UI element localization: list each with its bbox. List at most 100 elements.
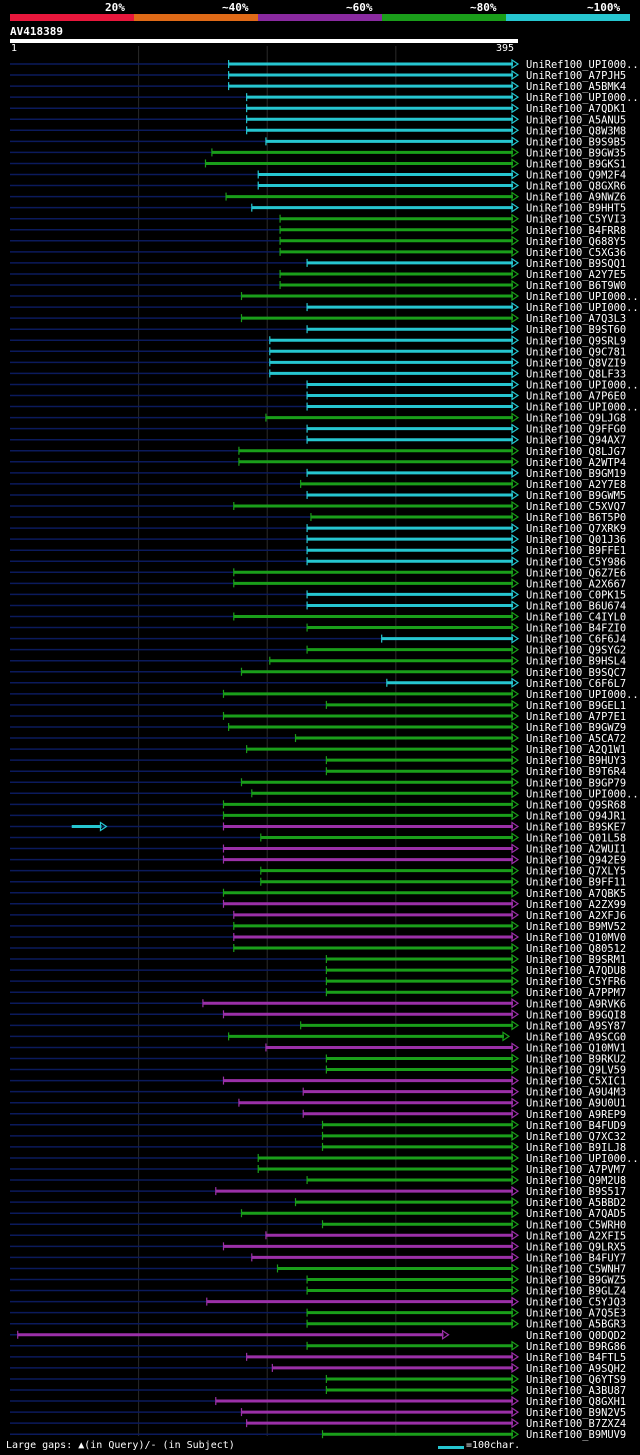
hit-row[interactable]: UniRef100_A9U4M3 — [10, 1086, 626, 1099]
hit-row[interactable]: UniRef100_C5YFR6 — [10, 976, 626, 988]
hit-row[interactable]: UniRef100_C5YJQ3 — [10, 1296, 626, 1309]
hit-row[interactable]: UniRef100_B9HSL4 — [10, 655, 626, 668]
hit-row[interactable]: UniRef100_B9RKU2 — [10, 1053, 626, 1066]
hit-row[interactable]: UniRef100_C5XVQ7 — [10, 500, 626, 513]
hit-row[interactable]: UniRef100_A2ZX99 — [10, 898, 626, 911]
hit-row[interactable]: UniRef100_A5BMK4 — [10, 80, 626, 93]
hit-row[interactable]: UniRef100_C5WRH0 — [10, 1219, 626, 1231]
hit-row[interactable]: UniRef100_UPI000.. — [10, 379, 639, 391]
hit-row[interactable]: UniRef100_B4FZI0 — [10, 622, 626, 635]
hit-row[interactable]: UniRef100_B6T5P0 — [10, 511, 626, 524]
hit-row[interactable]: UniRef100_A7P6E0 — [10, 390, 626, 403]
hit-row[interactable]: UniRef100_A7PJH5 — [10, 69, 626, 82]
hit-row[interactable]: UniRef100_Q8LF33 — [10, 368, 626, 380]
hit-row[interactable]: UniRef100_Q9M2U8 — [10, 1174, 626, 1187]
hit-row[interactable]: UniRef100_A7PVM7 — [10, 1163, 626, 1176]
hit-row[interactable]: UniRef100_Q0DQD2 — [10, 1329, 626, 1342]
hit-row[interactable]: UniRef100_Q94AX7 — [10, 434, 626, 447]
hit-row[interactable]: UniRef100_B4FUY7 — [10, 1252, 626, 1264]
hit-row[interactable]: UniRef100_B9S517 — [10, 1185, 626, 1198]
hit-row[interactable]: UniRef100_B9MV52 — [10, 920, 626, 933]
hit-row[interactable]: UniRef100_A9U0U1 — [10, 1097, 626, 1110]
hit-row[interactable]: UniRef100_B9FFE1 — [10, 545, 626, 557]
hit-row[interactable]: UniRef100_A2WTP4 — [10, 456, 626, 469]
hit-row[interactable]: UniRef100_B9HUY3 — [10, 755, 626, 767]
hit-row[interactable]: UniRef100_B9S9B5 — [10, 136, 626, 148]
hit-row[interactable]: UniRef100_A7PPM7 — [10, 987, 626, 999]
hit-row[interactable]: UniRef100_C4IYL0 — [10, 611, 626, 624]
hit-row[interactable]: UniRef100_A9NWZ6 — [10, 191, 626, 204]
hit-row[interactable]: UniRef100_A9SCG0 — [10, 1031, 626, 1043]
hit-row[interactable]: UniRef100_B9GP79 — [10, 777, 626, 789]
hit-row[interactable]: UniRef100_B9GW35 — [10, 147, 626, 159]
hit-row[interactable]: UniRef100_C5WNH7 — [10, 1263, 626, 1275]
hit-row[interactable]: UniRef100_B9N2V5 — [10, 1406, 626, 1419]
hit-row[interactable]: UniRef100_Q9C781 — [10, 346, 626, 358]
hit-row[interactable]: UniRef100_A2X667 — [10, 578, 626, 590]
hit-row[interactable]: UniRef100_A5ANU5 — [10, 114, 626, 126]
hit-row[interactable]: UniRef100_A7Q3L3 — [10, 313, 626, 325]
hit-row[interactable]: UniRef100_UPI000.. — [10, 58, 639, 71]
hit-row[interactable]: UniRef100_B9MUV9 — [10, 1429, 626, 1441]
hit-row[interactable]: UniRef100_Q9SR68 — [10, 799, 626, 811]
hit-row[interactable]: UniRef100_A2XFI5 — [10, 1230, 626, 1242]
hit-row[interactable]: UniRef100_B9ST60 — [10, 324, 626, 336]
hit-row[interactable]: UniRef100_B9GQI8 — [10, 1009, 626, 1021]
hit-row[interactable]: UniRef100_Q6YTS9 — [10, 1373, 626, 1386]
hit-row[interactable]: UniRef100_B9GM19 — [10, 467, 626, 480]
hit-row[interactable]: UniRef100_B9T6R4 — [10, 766, 626, 778]
hit-row[interactable]: UniRef100_A5BBD2 — [10, 1197, 626, 1209]
hit-row[interactable]: UniRef100_Q9LRX5 — [10, 1241, 626, 1253]
hit-row[interactable]: UniRef100_C5XIC1 — [10, 1075, 626, 1088]
hit-row[interactable]: UniRef100_B4FUD9 — [10, 1119, 626, 1132]
hit-row[interactable]: UniRef100_B9GWM5 — [10, 489, 626, 502]
hit-row[interactable]: UniRef100_A7Q5E3 — [10, 1307, 626, 1320]
hit-row[interactable]: UniRef100_Q8VZI9 — [10, 357, 626, 369]
hit-row[interactable]: UniRef100_B4FRR8 — [10, 224, 626, 237]
hit-row[interactable]: UniRef100_UPI000.. — [10, 688, 639, 701]
hit-row[interactable]: UniRef100_Q9FFG0 — [10, 423, 626, 436]
hit-row[interactable]: UniRef100_A5CA72 — [10, 732, 626, 745]
hit-row[interactable]: UniRef100_Q7XC32 — [10, 1130, 626, 1143]
hit-row[interactable]: UniRef100_Q6Z7E6 — [10, 567, 626, 579]
hit-row[interactable]: UniRef100_Q688Y5 — [10, 235, 626, 248]
hit-row[interactable]: UniRef100_A2WUI1 — [10, 843, 626, 856]
hit-row[interactable]: UniRef100_A2Y7E5 — [10, 268, 626, 281]
hit-row[interactable]: UniRef100_B9GKS1 — [10, 158, 626, 170]
hit-row[interactable]: UniRef100_C5YVI3 — [10, 213, 626, 226]
hit-row[interactable]: UniRef100_Q8W3M8 — [10, 125, 626, 137]
hit-row[interactable]: UniRef100_B7ZXZ4 — [10, 1418, 626, 1430]
hit-row[interactable]: UniRef100_B9ILJ8 — [10, 1141, 626, 1154]
hit-row[interactable]: UniRef100_A9SQH2 — [10, 1362, 626, 1375]
hit-row[interactable]: UniRef100_A2XFJ6 — [10, 909, 626, 922]
hit-row[interactable]: UniRef100_A3BU87 — [10, 1384, 626, 1397]
hit-row[interactable]: UniRef100_C5Y986 — [10, 556, 626, 568]
hit-row[interactable]: UniRef100_B9HHT5 — [10, 202, 626, 215]
hit-row[interactable]: UniRef100_Q9SYG2 — [10, 644, 626, 657]
hit-row[interactable]: UniRef100_C6F6L7 — [10, 677, 626, 690]
hit-row[interactable]: UniRef100_B9SQC7 — [10, 666, 626, 679]
hit-row[interactable]: UniRef100_A7QDU8 — [10, 964, 626, 977]
hit-row[interactable]: UniRef100_Q10MV0 — [10, 931, 626, 944]
hit-row[interactable]: UniRef100_Q94JR1 — [10, 810, 626, 822]
hit-row[interactable]: UniRef100_A7QDK1 — [10, 103, 626, 115]
hit-row[interactable]: UniRef100_B9GWZ9 — [10, 721, 626, 734]
hit-row[interactable]: UniRef100_B6T9W0 — [10, 279, 626, 292]
hit-row[interactable]: UniRef100_A7QAD5 — [10, 1208, 626, 1220]
hit-row[interactable]: UniRef100_A9RVK6 — [10, 998, 626, 1010]
hit-row[interactable]: UniRef100_Q01J36 — [10, 534, 626, 546]
hit-row[interactable]: UniRef100_C6F6J4 — [10, 633, 626, 646]
hit-row[interactable]: UniRef100_A9SY87 — [10, 1020, 626, 1032]
hit-row[interactable]: UniRef100_Q9SRL9 — [10, 335, 626, 347]
hit-row[interactable]: UniRef100_UPI000.. — [10, 788, 639, 800]
hit-row[interactable]: UniRef100_A2Q1W1 — [10, 743, 626, 756]
hit-row[interactable]: UniRef100_B9SRM1 — [10, 953, 626, 966]
hit-row[interactable]: UniRef100_A2Y7E8 — [10, 478, 626, 491]
hit-row[interactable]: UniRef100_B9FF11 — [10, 876, 626, 889]
hit-row[interactable]: UniRef100_UPI000.. — [10, 290, 639, 303]
hit-row[interactable]: UniRef100_Q942E9 — [10, 854, 626, 867]
hit-row[interactable]: UniRef100_UPI000.. — [10, 301, 639, 314]
hit-row[interactable]: UniRef100_Q10MV1 — [10, 1042, 626, 1054]
hit-row[interactable]: UniRef100_B9GWZ5 — [10, 1274, 626, 1287]
hit-row[interactable]: UniRef100_Q80512 — [10, 942, 626, 955]
